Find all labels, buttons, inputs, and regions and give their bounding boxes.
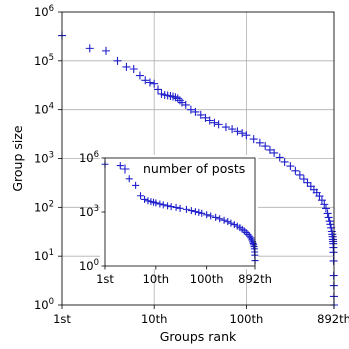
inset-x-tick-label: 1st — [96, 272, 114, 286]
main-y-axis-label: Group size — [10, 125, 25, 192]
main-x-axis-label: Groups rank — [160, 329, 237, 344]
inset-x-tick-label: 892th — [238, 272, 272, 286]
main-x-tick-label: 1st — [53, 312, 71, 326]
main-x-tick-label: 100th — [230, 312, 264, 326]
inset-x-tick-label: 10th — [143, 272, 169, 286]
main-x-tick-label: 10th — [141, 312, 167, 326]
main-x-tick-label: 892th — [317, 312, 349, 326]
inset-x-tick-label: 100th — [190, 272, 224, 286]
legend-label: number of posts — [143, 161, 245, 176]
